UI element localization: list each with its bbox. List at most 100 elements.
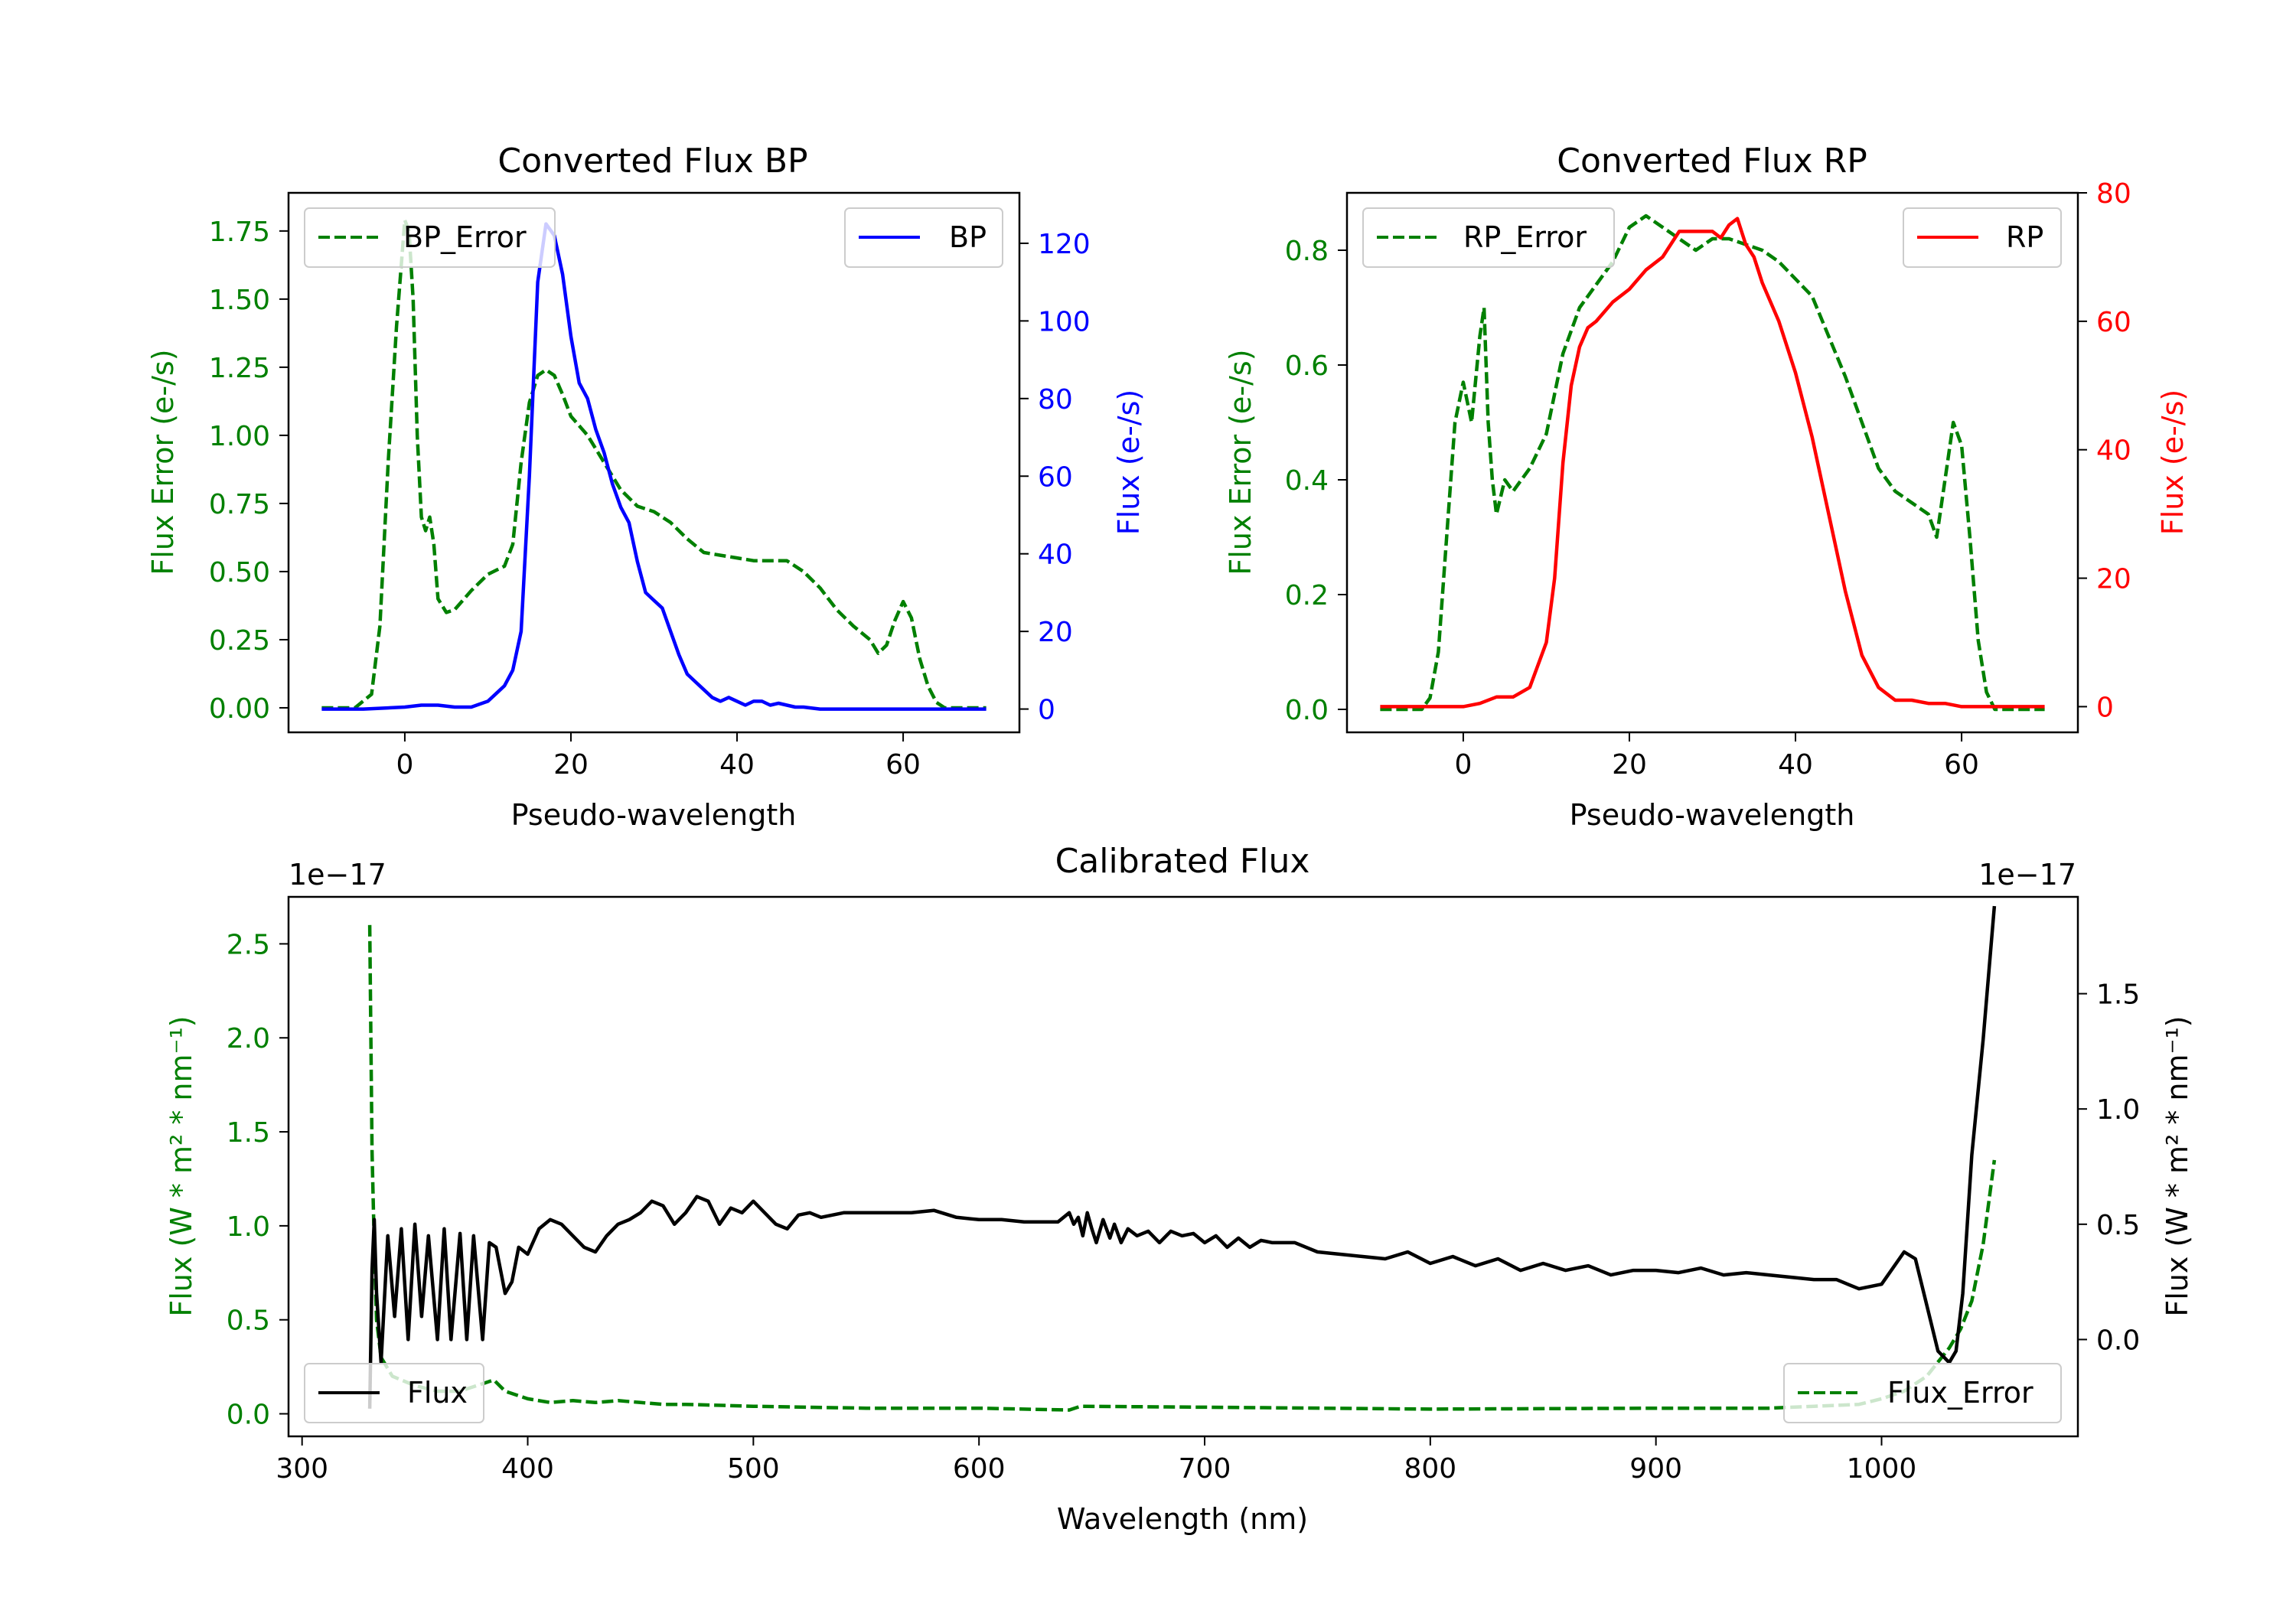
y-axis-label-left: Flux (W * m² * nm⁻¹): [165, 1015, 198, 1316]
y-axis-left: 0.0 0.5 1.0 1.5 2.0 2.5: [227, 929, 289, 1431]
legend-label: BP: [949, 220, 987, 254]
y-tick-label-left: 1.00: [209, 421, 270, 452]
y-axis-label-right: Flux (W * m² * nm⁻¹): [2161, 1015, 2194, 1316]
y-tick-label-right: 1.5: [2096, 980, 2140, 1011]
x-tick-label: 40: [1778, 749, 1813, 781]
x-tick-label: 400: [501, 1453, 554, 1485]
panel-rp: Converted Flux RP 0 20 40 60 0.00.20.40.60.…: [1224, 142, 2190, 832]
legend-label: Flux_Error: [1887, 1376, 2033, 1410]
legend-left: Flux: [304, 1363, 484, 1423]
offset-label-left: 1e−17: [289, 858, 386, 892]
y-tick-label-left: 0.0: [227, 1400, 270, 1431]
x-tick-label: 60: [885, 749, 921, 781]
y-axis-label-right: Flux (e-/s): [1112, 390, 1146, 535]
legend-left: BP_Error: [304, 207, 556, 268]
x-axis: 0 20 40 60: [1454, 732, 1979, 781]
legend-label: RP_Error: [1463, 220, 1587, 254]
legend-label: Flux: [407, 1376, 468, 1410]
legend-right: RP: [1903, 207, 2062, 268]
y-tick-label-left: 1.25: [209, 353, 270, 384]
x-tick-label: 800: [1404, 1453, 1456, 1485]
x-tick-label: 600: [953, 1453, 1006, 1485]
x-tick-label: 40: [719, 749, 755, 781]
y-tick-label-left: 0.4: [1285, 465, 1329, 497]
panel-title: Calibrated Flux: [1055, 842, 1310, 881]
x-tick-label: 500: [727, 1453, 780, 1485]
y-axis-right: 0.0 0.5 1.0 1.5: [2078, 980, 2140, 1356]
panel-bp: Converted Flux BP 0 20 40 60 0.000.250.500.…: [146, 142, 1146, 832]
plot-area: [1380, 214, 2045, 712]
offset-label-right: 1e−17: [1978, 858, 2076, 892]
y-axis-label-left: Flux Error (e-/s): [1224, 349, 1257, 575]
x-tick-label: 20: [1612, 749, 1647, 781]
axes-frame: [1345, 191, 2079, 734]
axes-frame: [287, 191, 1021, 734]
y-tick-label-right: 0: [1038, 695, 1055, 726]
series-bp-error: [321, 218, 987, 710]
y-tick-label-left: 1.50: [209, 285, 270, 316]
x-tick-label: 20: [553, 749, 589, 781]
y-tick-label-right: 80: [1038, 384, 1073, 416]
x-axis-label: Wavelength (nm): [1057, 1502, 1308, 1536]
y-axis-left: 0.00 0.25 0.50 0.75 1.00 1.25 1.50 1.75: [209, 217, 289, 725]
y-tick-label-left: 0.5: [227, 1305, 270, 1337]
y-tick-label-right: 0: [2096, 692, 2114, 723]
x-axis: 0 20 40 60: [396, 732, 921, 781]
y-tick-label-right: 60: [2096, 307, 2131, 338]
y-tick-label-right: 100: [1038, 306, 1091, 337]
series-rp-error: [1380, 214, 2045, 712]
x-axis-label: Pseudo-wavelength: [1570, 798, 1855, 832]
y-tick-label-left: 2.0: [227, 1023, 270, 1054]
y-tick-label-right: 20: [2096, 564, 2131, 595]
x-tick-label: 0: [396, 749, 413, 781]
legend-left: RP_Error: [1362, 207, 1615, 268]
y-axis-left: 0.0 0.2 0.4 0.6 0.8: [1285, 236, 1347, 726]
y-tick-label-right: 80: [2096, 178, 2131, 210]
y-axis-label-left: Flux Error (e-/s): [146, 349, 180, 575]
panel-title: Converted Flux RP: [1557, 142, 1867, 181]
y-tick-label-right: 1.0: [2096, 1094, 2140, 1126]
x-tick-label: 700: [1179, 1453, 1231, 1485]
y-tick-label-left: 0.6: [1285, 350, 1329, 382]
series-bp: [321, 222, 987, 711]
y-tick-label-left: 0.50: [209, 557, 270, 588]
y-tick-label-right: 40: [2096, 435, 2131, 467]
legend-right: Flux_Error: [1783, 1363, 2062, 1423]
x-tick-label: 60: [1944, 749, 1979, 781]
y-tick-label-left: 1.0: [227, 1211, 270, 1243]
y-tick-label-left: 1.5: [227, 1117, 270, 1149]
y-tick-label-left: 0.2: [1285, 580, 1329, 611]
axes-frame: [287, 895, 2079, 1438]
y-tick-label-right: 60: [1038, 461, 1073, 493]
y-tick-label-right: 40: [1038, 539, 1073, 571]
y-tick-label-right: 0.0: [2096, 1325, 2140, 1356]
y-tick-label-left: 0.8: [1285, 236, 1329, 267]
y-axis-label-right: Flux (e-/s): [2156, 390, 2190, 535]
y-tick-label-left: 0.25: [209, 625, 270, 657]
series-rp: [1380, 217, 2045, 709]
panel-title: Converted Flux BP: [497, 142, 807, 181]
x-tick-label: 1000: [1847, 1453, 1917, 1485]
y-axis-right: 0 20 40 60 80: [2078, 178, 2131, 723]
legend-right: BP: [844, 207, 1003, 268]
x-axis-label: Pseudo-wavelength: [511, 798, 797, 832]
y-axis-right: 0 20 40 60 80 100 120: [1019, 229, 1091, 726]
legend-label: BP_Error: [403, 220, 527, 254]
series-flux: [367, 905, 1997, 1409]
y-tick-label-right: 20: [1038, 617, 1073, 648]
y-tick-label-right: 0.5: [2096, 1210, 2140, 1241]
x-axis: 300 400 500 600 700 800 900 1000: [276, 1436, 1916, 1485]
x-tick-label: 0: [1454, 749, 1472, 781]
y-tick-label-left: 0.0: [1285, 695, 1329, 726]
y-tick-label-left: 0.00: [209, 693, 270, 725]
plot-area: [321, 218, 987, 711]
y-tick-label-left: 2.5: [227, 929, 270, 960]
y-tick-label-left: 1.75: [209, 217, 270, 248]
y-tick-label-left: 0.75: [209, 489, 270, 520]
legend-label: RP: [2006, 220, 2043, 254]
y-tick-label-right: 120: [1038, 229, 1091, 260]
panel-calibrated: Calibrated Flux 1e−17 1e−17 300 400 500 600…: [165, 842, 2194, 1536]
x-tick-label: 900: [1629, 1453, 1682, 1485]
x-tick-label: 300: [276, 1453, 328, 1485]
